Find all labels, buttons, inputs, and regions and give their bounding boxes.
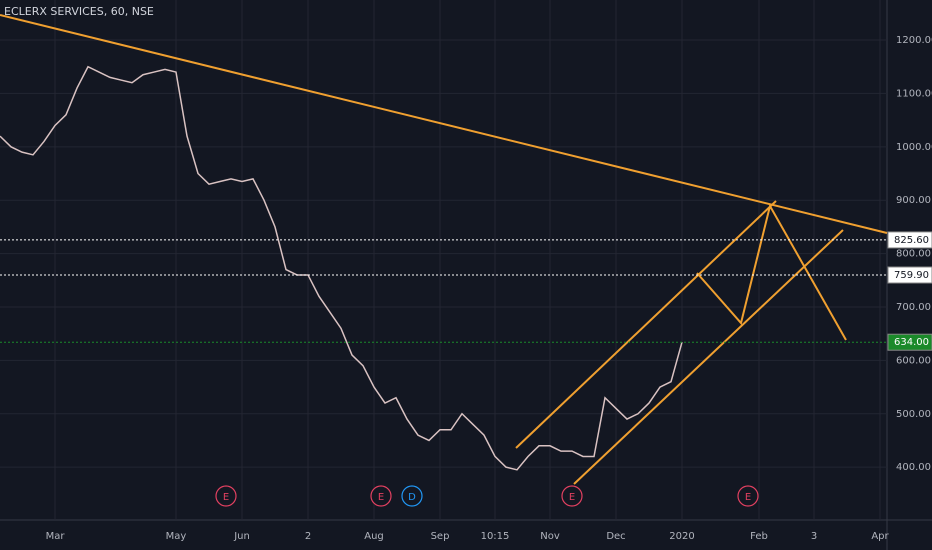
plot xyxy=(0,65,887,471)
event-marker xyxy=(737,485,759,507)
grid xyxy=(0,0,887,520)
y-tick-label: 1100.00 xyxy=(896,88,932,99)
event-marker xyxy=(401,485,423,507)
y-tick-label: 500.00 xyxy=(896,409,931,420)
y-tick-label: 1000.00 xyxy=(896,142,932,153)
x-tick-label: Aug xyxy=(364,531,384,542)
price-level-tag xyxy=(887,231,932,249)
x-tick-label: Jun xyxy=(233,531,250,542)
event-label: E xyxy=(223,492,229,503)
channel-upper xyxy=(515,200,777,449)
price-level-tag xyxy=(887,333,932,351)
y-tick-label: 900.00 xyxy=(896,195,931,206)
x-tick-label: 10:15 xyxy=(481,531,510,542)
x-tick-label: Sep xyxy=(431,531,450,542)
chart-title: ECLERX SERVICES, 60, NSE xyxy=(4,5,154,18)
event-marker xyxy=(561,485,583,507)
price-level-label: 634.00 xyxy=(894,337,929,348)
x-tick-label: Apr xyxy=(871,531,889,542)
x-tick-label: Dec xyxy=(606,531,625,542)
price-level-label: 825.60 xyxy=(894,235,929,246)
y-tick-label: 700.00 xyxy=(896,302,931,313)
event-label: E xyxy=(569,492,575,503)
event-label: E xyxy=(745,492,751,503)
y-tick-label: 400.00 xyxy=(896,462,931,473)
trend-line xyxy=(0,14,888,234)
x-tick-label: 2 xyxy=(305,531,311,542)
y-tick-label: 800.00 xyxy=(896,249,931,260)
x-tick-label: Mar xyxy=(46,531,66,542)
wave-path xyxy=(696,203,847,341)
trend-drawings xyxy=(0,14,888,485)
price-level-tag xyxy=(887,266,932,284)
event-marker xyxy=(370,485,392,507)
channel-lower xyxy=(573,229,844,485)
x-tick-label: Feb xyxy=(750,531,768,542)
event-label: D xyxy=(408,492,416,503)
x-tick-label: 2020 xyxy=(669,531,694,542)
y-tick-label: 1200.00 xyxy=(896,35,932,46)
x-tick-label: May xyxy=(166,531,187,542)
y-tick-label: 600.00 xyxy=(896,355,931,366)
x-tick-label: 3 xyxy=(811,531,817,542)
x-tick-label: Nov xyxy=(540,531,560,542)
event-marker xyxy=(215,485,237,507)
price-line xyxy=(0,65,683,471)
event-label: E xyxy=(378,492,384,503)
price-level-label: 759.90 xyxy=(894,270,929,281)
